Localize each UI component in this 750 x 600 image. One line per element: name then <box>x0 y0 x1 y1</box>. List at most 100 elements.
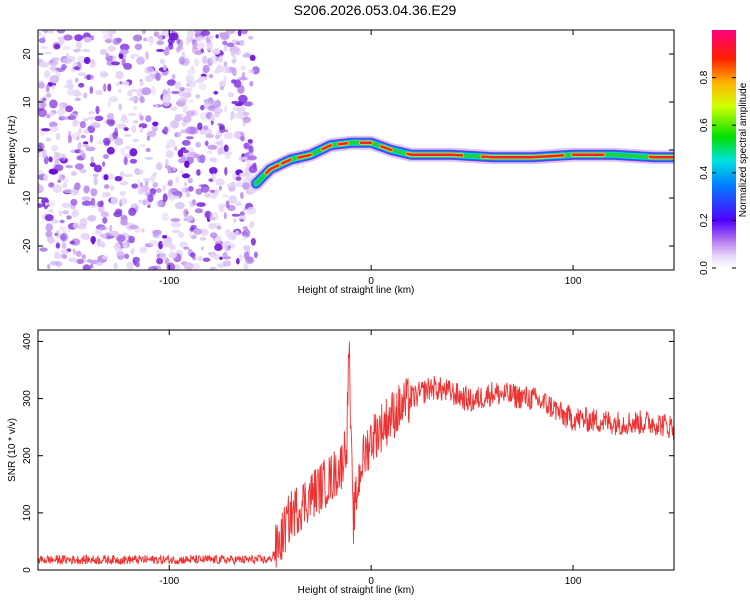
noise-blob <box>40 46 48 50</box>
noise-blob <box>235 176 242 181</box>
noise-blob <box>63 34 73 41</box>
noise-blob <box>103 83 107 92</box>
noise-blob <box>140 228 145 233</box>
noise-blob <box>43 51 52 55</box>
chart-title: S206.2026.053.04.36.E29 <box>293 2 457 18</box>
noise-blob <box>207 144 218 150</box>
noise-blob <box>168 32 179 41</box>
bottom-plot-frame <box>37 329 675 571</box>
noise-blob <box>102 217 108 224</box>
noise-blob <box>162 235 168 239</box>
noise-blob <box>161 212 170 222</box>
x-tick-label: 100 <box>565 576 582 587</box>
noise-blob <box>174 114 183 122</box>
noise-region <box>38 30 260 270</box>
noise-blob <box>196 35 204 42</box>
noise-blob <box>116 123 127 129</box>
noise-blob <box>107 45 117 52</box>
noise-blob <box>147 194 154 203</box>
noise-blob <box>166 262 176 270</box>
noise-blob <box>218 54 224 63</box>
colorbar: 0.0 0.2 0.4 0.6 0.8 Normalized spectral ampl… <box>699 30 749 275</box>
noise-blob <box>177 158 186 164</box>
noise-blob <box>38 31 42 37</box>
noise-blob <box>132 34 143 42</box>
noise-blob <box>156 48 165 53</box>
noise-blob <box>144 75 153 82</box>
noise-blob <box>239 39 245 47</box>
noise-blob <box>62 243 67 250</box>
noise-blob <box>49 121 58 128</box>
noise-blob <box>94 115 104 122</box>
noise-blob <box>126 90 133 97</box>
noise-blob <box>202 257 211 262</box>
noise-blob <box>62 45 71 51</box>
noise-blob <box>107 235 115 239</box>
noise-blob <box>82 264 91 270</box>
noise-blob <box>238 76 248 81</box>
noise-blob <box>90 235 97 244</box>
noise-blob <box>62 210 70 215</box>
noise-blob <box>225 30 236 35</box>
noise-blob <box>197 42 205 49</box>
noise-blob <box>109 33 113 42</box>
noise-blob <box>195 188 203 195</box>
noise-blob <box>154 103 159 109</box>
noise-blob <box>83 36 92 43</box>
noise-blob <box>153 31 160 37</box>
noise-blob <box>88 111 95 115</box>
noise-blob <box>68 257 78 263</box>
noise-blob <box>139 96 145 104</box>
x-tick-label: -100 <box>159 276 179 287</box>
noise-blob <box>145 147 151 153</box>
noise-blob <box>124 253 130 259</box>
noise-blob <box>128 224 139 230</box>
noise-blob <box>228 151 233 156</box>
noise-blob <box>182 115 192 123</box>
noise-blob <box>89 162 96 168</box>
noise-blob <box>192 262 201 270</box>
noise-blob <box>186 110 195 117</box>
noise-blob <box>155 72 161 82</box>
noise-blob <box>163 48 170 56</box>
noise-blob <box>57 157 65 162</box>
noise-blob <box>116 234 126 243</box>
noise-blob <box>162 193 168 203</box>
noise-blob <box>234 201 243 207</box>
noise-blob <box>57 107 66 117</box>
noise-blob <box>148 240 159 247</box>
noise-blob <box>139 246 148 254</box>
noise-blob <box>201 246 204 251</box>
noise-blob <box>162 94 172 103</box>
noise-blob <box>107 83 112 92</box>
noise-blob <box>81 48 91 53</box>
noise-blob <box>87 215 97 222</box>
noise-blob <box>185 126 195 135</box>
noise-blob <box>136 56 145 65</box>
top-y-axis: -20 -10 0 10 20 <box>22 48 674 253</box>
noise-blob <box>71 210 78 217</box>
noise-blob <box>41 150 48 159</box>
noise-blob <box>127 112 137 117</box>
noise-blob <box>195 141 202 148</box>
noise-blob <box>38 153 42 157</box>
noise-blob <box>55 151 61 159</box>
noise-blob <box>69 189 79 196</box>
noise-blob <box>239 172 247 177</box>
noise-blob <box>103 174 109 181</box>
noise-blob <box>58 210 63 217</box>
noise-blob <box>178 56 185 65</box>
noise-blob <box>138 199 143 204</box>
noise-blob <box>77 224 87 230</box>
noise-blob <box>228 92 235 98</box>
noise-blob <box>165 150 174 158</box>
x-tick-label: 100 <box>565 276 582 287</box>
noise-blob <box>134 43 143 51</box>
noise-blob <box>228 195 238 204</box>
noise-blob <box>89 59 96 69</box>
x-tick-label: 0 <box>368 276 374 287</box>
noise-blob <box>120 147 126 155</box>
noise-blob <box>78 128 82 134</box>
noise-blob <box>184 160 190 168</box>
noise-blob <box>213 90 219 95</box>
